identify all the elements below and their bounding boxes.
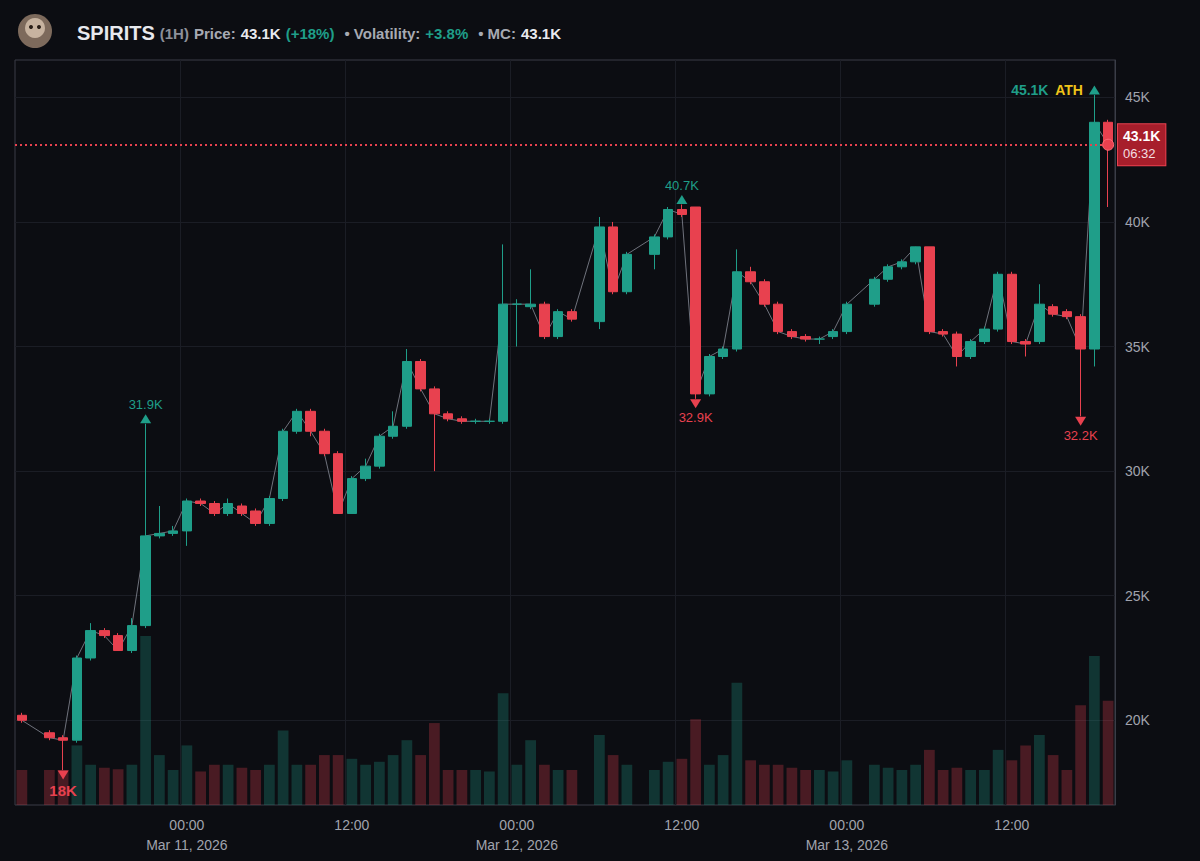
svg-text:12:00: 12:00 [994,817,1029,833]
svg-text:35K: 35K [1125,339,1151,355]
svg-text:06:32: 06:32 [1123,146,1156,161]
svg-text:25K: 25K [1125,588,1151,604]
svg-text:40.7K: 40.7K [665,178,699,193]
svg-text:SPIRITS: SPIRITS [77,22,155,44]
svg-text:12:00: 12:00 [664,817,699,833]
svg-text:31.9K: 31.9K [129,397,163,412]
svg-text:Mar 13, 2026: Mar 13, 2026 [806,837,889,853]
svg-text:45.1K: 45.1K [1011,82,1048,98]
svg-text:20K: 20K [1125,712,1151,728]
svg-text:00:00: 00:00 [829,817,864,833]
svg-text:32.2K: 32.2K [1064,428,1098,443]
svg-text:43.1K: 43.1K [241,25,281,42]
svg-text:45K: 45K [1125,89,1151,105]
svg-text:43.1K: 43.1K [1123,128,1160,144]
svg-text:+3.8%: +3.8% [425,25,468,42]
svg-text:• MC:: • MC: [478,25,516,42]
svg-text:00:00: 00:00 [499,817,534,833]
svg-text:40K: 40K [1125,214,1151,230]
svg-text:ATH: ATH [1055,82,1083,98]
svg-text:18K: 18K [49,782,77,799]
svg-text:12:00: 12:00 [334,817,369,833]
svg-text:43.1K: 43.1K [521,25,561,42]
svg-text:00:00: 00:00 [169,817,204,833]
svg-text:(+18%): (+18%) [286,25,335,42]
svg-text:Mar 12, 2026: Mar 12, 2026 [476,837,559,853]
svg-text:(1H): (1H) [160,25,189,42]
svg-text:32.9K: 32.9K [679,410,713,425]
svg-text:Mar 11, 2026: Mar 11, 2026 [146,837,228,853]
svg-text:• Volatility:: • Volatility: [344,25,420,42]
svg-text:30K: 30K [1125,463,1151,479]
svg-text:Price:: Price: [194,25,236,42]
